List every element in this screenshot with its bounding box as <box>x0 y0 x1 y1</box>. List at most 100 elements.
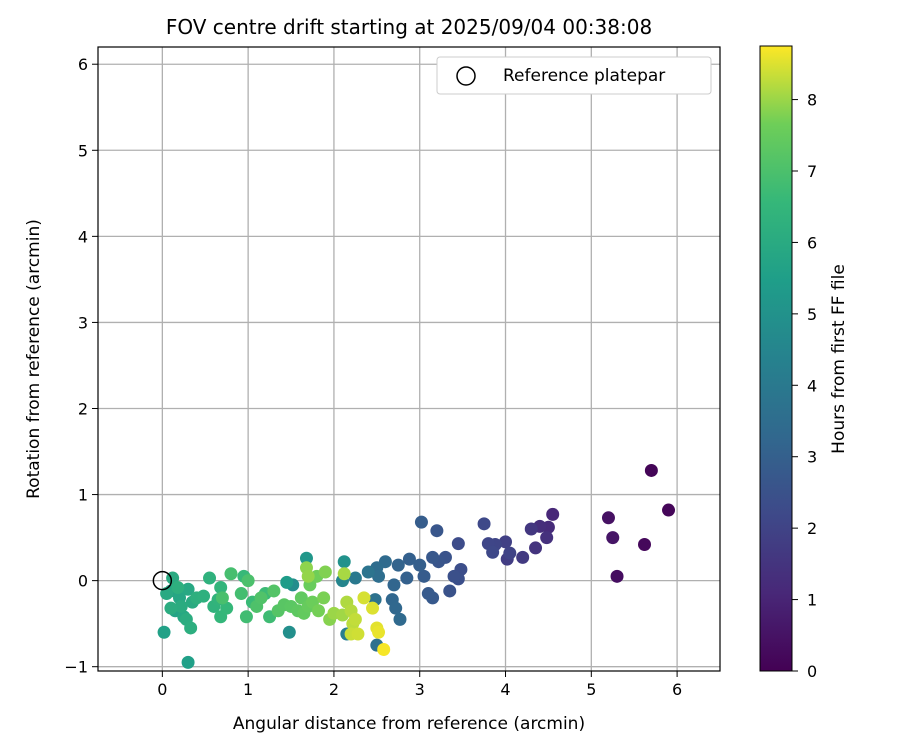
data-point <box>372 625 386 639</box>
x-axis-label: Angular distance from reference (arcmin) <box>233 714 585 734</box>
data-point <box>280 575 294 589</box>
data-point <box>426 550 440 564</box>
data-point <box>311 604 325 618</box>
data-point <box>267 584 281 598</box>
y-tick-label: 5 <box>78 141 88 160</box>
data-point <box>402 552 416 566</box>
data-point <box>447 569 461 583</box>
data-point <box>486 545 500 559</box>
data-point <box>299 551 313 565</box>
data-point <box>239 610 253 624</box>
y-axis-label: Rotation from reference (arcmin) <box>24 219 44 499</box>
y-tick-label: 2 <box>78 399 88 418</box>
y-axis-ticks: −1 0 1 2 3 4 5 6 <box>64 55 98 677</box>
colorbar-ticks: 0 1 2 3 4 5 6 7 8 <box>792 91 817 681</box>
x-tick-label: 5 <box>586 680 596 699</box>
data-point <box>529 541 543 555</box>
data-point <box>451 537 465 551</box>
data-point <box>197 589 211 603</box>
data-point <box>503 546 517 560</box>
data-point <box>157 625 171 639</box>
colorbar-gradient <box>759 45 793 672</box>
data-point <box>391 558 405 572</box>
data-point <box>372 569 386 583</box>
colorbar-tick-label: 8 <box>807 91 817 110</box>
legend-label: Reference platepar <box>503 66 665 86</box>
data-point <box>662 503 676 517</box>
data-point <box>546 507 560 521</box>
x-tick-label: 0 <box>157 680 167 699</box>
data-point <box>421 587 435 601</box>
data-point <box>389 601 403 615</box>
data-point <box>413 558 427 572</box>
colorbar-tick-label: 2 <box>807 519 817 538</box>
data-point <box>393 612 407 626</box>
data-point <box>337 567 351 581</box>
data-point <box>516 550 530 564</box>
data-points <box>152 463 676 669</box>
data-point <box>499 535 513 549</box>
plot-frame <box>97 46 721 672</box>
legend-marker-circle <box>456 66 476 86</box>
data-point <box>224 567 238 581</box>
data-point <box>540 531 554 545</box>
x-tick-label: 2 <box>329 680 339 699</box>
x-tick-label: 4 <box>500 680 510 699</box>
data-point <box>606 531 620 545</box>
data-point <box>317 591 331 605</box>
data-point <box>443 584 457 598</box>
colorbar-tick-label: 4 <box>807 376 817 395</box>
y-tick-label: 0 <box>78 572 88 591</box>
chart-title: FOV centre drift starting at 2025/09/04 … <box>166 15 652 39</box>
colorbar-tick-label: 5 <box>807 305 817 324</box>
x-tick-label: 6 <box>672 680 682 699</box>
grid-lines <box>98 47 720 671</box>
data-point <box>366 601 380 615</box>
data-point <box>214 581 228 595</box>
data-point <box>414 515 428 529</box>
x-tick-label: 1 <box>243 680 253 699</box>
y-tick-label: 3 <box>78 313 88 332</box>
data-point <box>181 655 195 669</box>
data-point <box>337 555 351 569</box>
data-point <box>254 591 268 605</box>
colorbar-tick-label: 7 <box>807 162 817 181</box>
reference-platepar-marker <box>152 570 173 591</box>
y-tick-label: −1 <box>64 658 88 677</box>
data-point <box>524 522 538 536</box>
data-point <box>477 517 491 531</box>
y-tick-label: 4 <box>78 227 88 246</box>
data-point <box>220 601 234 615</box>
data-point <box>174 599 188 613</box>
data-point <box>644 463 658 477</box>
colorbar-tick-label: 3 <box>807 448 817 467</box>
data-point <box>361 565 375 579</box>
data-point <box>301 569 315 583</box>
colorbar: 0 1 2 3 4 5 6 7 8 Hours from first FF file <box>759 45 849 681</box>
legend-box <box>436 56 712 95</box>
data-point <box>234 587 248 601</box>
data-point <box>348 571 362 585</box>
data-point <box>610 569 624 583</box>
colorbar-label: Hours from first FF file <box>829 264 849 454</box>
data-point <box>387 578 401 592</box>
data-point <box>400 571 414 585</box>
data-point <box>181 582 195 596</box>
colorbar-tick-label: 1 <box>807 591 817 610</box>
data-point <box>430 524 444 538</box>
colorbar-tick-label: 6 <box>807 233 817 252</box>
y-tick-label: 1 <box>78 486 88 505</box>
data-point <box>601 511 615 525</box>
data-point <box>171 581 185 595</box>
colorbar-tick-label: 0 <box>807 662 817 681</box>
data-point <box>348 612 362 626</box>
data-point <box>241 574 255 588</box>
data-point <box>318 565 332 579</box>
x-tick-label: 3 <box>415 680 425 699</box>
data-point <box>357 591 371 605</box>
data-point <box>282 625 296 639</box>
x-axis-ticks: 0 1 2 3 4 5 6 <box>157 671 682 699</box>
y-tick-label: 6 <box>78 55 88 74</box>
data-point <box>351 627 365 641</box>
